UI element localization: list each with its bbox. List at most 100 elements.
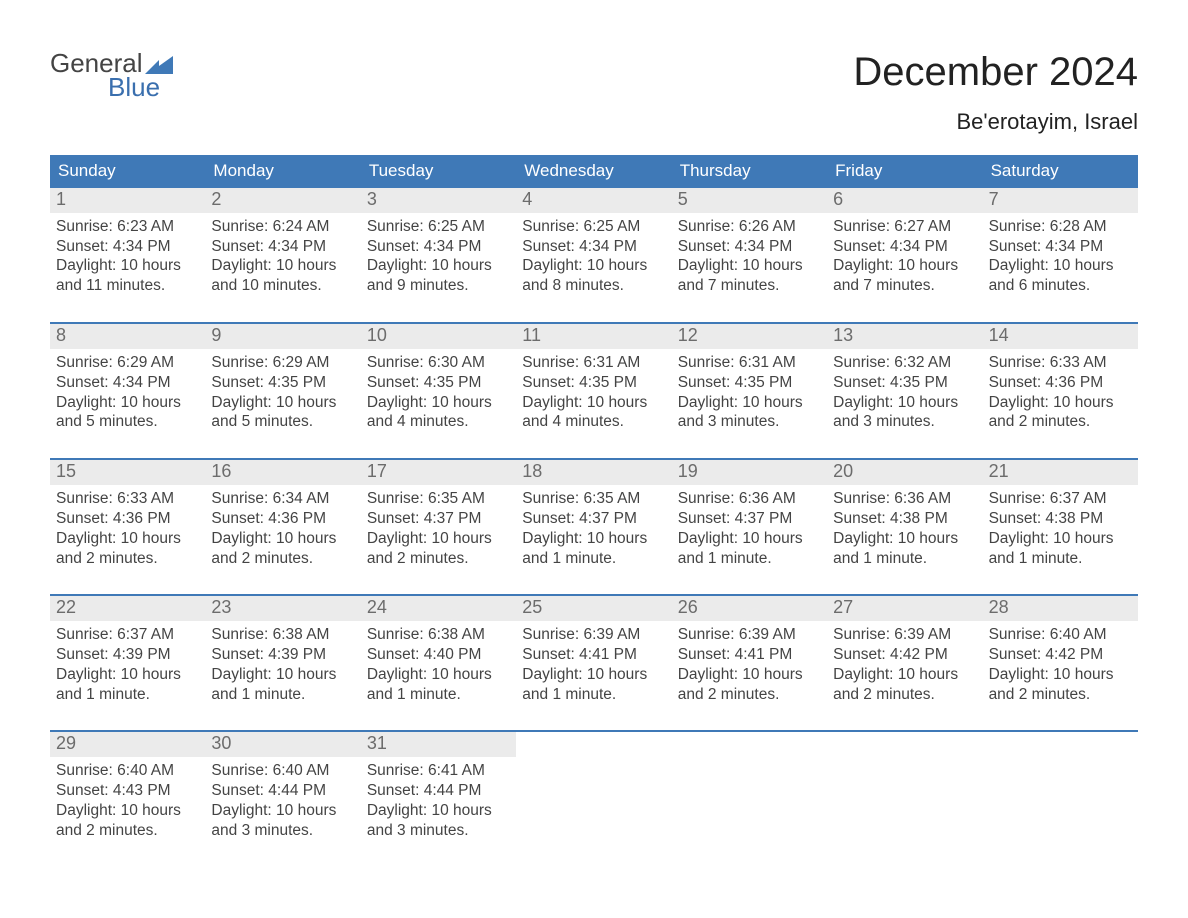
sunset-text: Sunset: 4:44 PM <box>211 781 354 801</box>
day-details: Sunrise: 6:35 AMSunset: 4:37 PMDaylight:… <box>516 485 671 574</box>
day-details: Sunrise: 6:23 AMSunset: 4:34 PMDaylight:… <box>50 213 205 302</box>
day-number: 12 <box>672 324 827 349</box>
day-cell: 13Sunrise: 6:32 AMSunset: 4:35 PMDayligh… <box>827 324 982 438</box>
day-details: Sunrise: 6:40 AMSunset: 4:42 PMDaylight:… <box>983 621 1138 710</box>
sunset-text: Sunset: 4:37 PM <box>367 509 510 529</box>
day-details: Sunrise: 6:39 AMSunset: 4:42 PMDaylight:… <box>827 621 982 710</box>
daylight-text: Daylight: 10 hours and 2 minutes. <box>989 665 1132 705</box>
sunrise-text: Sunrise: 6:31 AM <box>522 353 665 373</box>
day-number: 7 <box>983 188 1138 213</box>
day-number: 18 <box>516 460 671 485</box>
daylight-text: Daylight: 10 hours and 1 minute. <box>522 665 665 705</box>
sunrise-text: Sunrise: 6:29 AM <box>211 353 354 373</box>
day-cell: 16Sunrise: 6:34 AMSunset: 4:36 PMDayligh… <box>205 460 360 574</box>
daylight-text: Daylight: 10 hours and 1 minute. <box>56 665 199 705</box>
sunrise-text: Sunrise: 6:24 AM <box>211 217 354 237</box>
daylight-text: Daylight: 10 hours and 9 minutes. <box>367 256 510 296</box>
day-cell: 11Sunrise: 6:31 AMSunset: 4:35 PMDayligh… <box>516 324 671 438</box>
day-cell: 31Sunrise: 6:41 AMSunset: 4:44 PMDayligh… <box>361 732 516 846</box>
week-row: 22Sunrise: 6:37 AMSunset: 4:39 PMDayligh… <box>50 594 1138 710</box>
day-number: 13 <box>827 324 982 349</box>
sunset-text: Sunset: 4:39 PM <box>211 645 354 665</box>
day-number: 15 <box>50 460 205 485</box>
calendar: Sunday Monday Tuesday Wednesday Thursday… <box>50 155 1138 847</box>
sunset-text: Sunset: 4:36 PM <box>211 509 354 529</box>
daylight-text: Daylight: 10 hours and 3 minutes. <box>678 393 821 433</box>
day-number: 1 <box>50 188 205 213</box>
day-number: 29 <box>50 732 205 757</box>
sunset-text: Sunset: 4:34 PM <box>678 237 821 257</box>
day-cell: 19Sunrise: 6:36 AMSunset: 4:37 PMDayligh… <box>672 460 827 574</box>
day-cell: 17Sunrise: 6:35 AMSunset: 4:37 PMDayligh… <box>361 460 516 574</box>
day-cell: 18Sunrise: 6:35 AMSunset: 4:37 PMDayligh… <box>516 460 671 574</box>
day-number: 14 <box>983 324 1138 349</box>
sunrise-text: Sunrise: 6:23 AM <box>56 217 199 237</box>
day-number: 17 <box>361 460 516 485</box>
day-number: 3 <box>361 188 516 213</box>
sunrise-text: Sunrise: 6:30 AM <box>367 353 510 373</box>
day-number: 16 <box>205 460 360 485</box>
week-row: 8Sunrise: 6:29 AMSunset: 4:34 PMDaylight… <box>50 322 1138 438</box>
sunrise-text: Sunrise: 6:40 AM <box>989 625 1132 645</box>
day-cell: 10Sunrise: 6:30 AMSunset: 4:35 PMDayligh… <box>361 324 516 438</box>
daylight-text: Daylight: 10 hours and 8 minutes. <box>522 256 665 296</box>
day-cell: 25Sunrise: 6:39 AMSunset: 4:41 PMDayligh… <box>516 596 671 710</box>
daylight-text: Daylight: 10 hours and 1 minute. <box>833 529 976 569</box>
day-cell <box>516 732 671 846</box>
day-cell <box>672 732 827 846</box>
day-number: 31 <box>361 732 516 757</box>
sunrise-text: Sunrise: 6:33 AM <box>56 489 199 509</box>
day-details: Sunrise: 6:39 AMSunset: 4:41 PMDaylight:… <box>672 621 827 710</box>
sunrise-text: Sunrise: 6:25 AM <box>522 217 665 237</box>
day-number: 25 <box>516 596 671 621</box>
title-block: December 2024 Be'erotayim, Israel <box>853 50 1138 135</box>
day-details: Sunrise: 6:33 AMSunset: 4:36 PMDaylight:… <box>983 349 1138 438</box>
sunrise-text: Sunrise: 6:32 AM <box>833 353 976 373</box>
sunset-text: Sunset: 4:34 PM <box>211 237 354 257</box>
daylight-text: Daylight: 10 hours and 2 minutes. <box>211 529 354 569</box>
day-cell: 6Sunrise: 6:27 AMSunset: 4:34 PMDaylight… <box>827 188 982 302</box>
sunset-text: Sunset: 4:37 PM <box>678 509 821 529</box>
day-number: 8 <box>50 324 205 349</box>
sunset-text: Sunset: 4:34 PM <box>989 237 1132 257</box>
day-number: 22 <box>50 596 205 621</box>
daylight-text: Daylight: 10 hours and 2 minutes. <box>989 393 1132 433</box>
sunset-text: Sunset: 4:39 PM <box>56 645 199 665</box>
sunrise-text: Sunrise: 6:39 AM <box>678 625 821 645</box>
day-details: Sunrise: 6:39 AMSunset: 4:41 PMDaylight:… <box>516 621 671 710</box>
sunrise-text: Sunrise: 6:28 AM <box>989 217 1132 237</box>
sunset-text: Sunset: 4:34 PM <box>56 237 199 257</box>
header-bar: General Blue December 2024 Be'erotayim, … <box>50 50 1138 135</box>
day-details: Sunrise: 6:36 AMSunset: 4:37 PMDaylight:… <box>672 485 827 574</box>
day-details: Sunrise: 6:35 AMSunset: 4:37 PMDaylight:… <box>361 485 516 574</box>
day-number <box>983 732 1138 737</box>
day-details: Sunrise: 6:41 AMSunset: 4:44 PMDaylight:… <box>361 757 516 846</box>
sunset-text: Sunset: 4:38 PM <box>833 509 976 529</box>
sunset-text: Sunset: 4:42 PM <box>989 645 1132 665</box>
day-cell: 20Sunrise: 6:36 AMSunset: 4:38 PMDayligh… <box>827 460 982 574</box>
sunset-text: Sunset: 4:41 PM <box>522 645 665 665</box>
day-details: Sunrise: 6:29 AMSunset: 4:35 PMDaylight:… <box>205 349 360 438</box>
day-cell: 3Sunrise: 6:25 AMSunset: 4:34 PMDaylight… <box>361 188 516 302</box>
sunrise-text: Sunrise: 6:41 AM <box>367 761 510 781</box>
sunset-text: Sunset: 4:44 PM <box>367 781 510 801</box>
sunrise-text: Sunrise: 6:38 AM <box>367 625 510 645</box>
sunset-text: Sunset: 4:40 PM <box>367 645 510 665</box>
sunset-text: Sunset: 4:34 PM <box>833 237 976 257</box>
sunrise-text: Sunrise: 6:37 AM <box>989 489 1132 509</box>
daylight-text: Daylight: 10 hours and 1 minute. <box>678 529 821 569</box>
day-details: Sunrise: 6:27 AMSunset: 4:34 PMDaylight:… <box>827 213 982 302</box>
day-details: Sunrise: 6:37 AMSunset: 4:38 PMDaylight:… <box>983 485 1138 574</box>
day-number: 24 <box>361 596 516 621</box>
sunset-text: Sunset: 4:37 PM <box>522 509 665 529</box>
daylight-text: Daylight: 10 hours and 3 minutes. <box>367 801 510 841</box>
sunset-text: Sunset: 4:35 PM <box>833 373 976 393</box>
sunset-text: Sunset: 4:43 PM <box>56 781 199 801</box>
day-cell: 30Sunrise: 6:40 AMSunset: 4:44 PMDayligh… <box>205 732 360 846</box>
day-cell: 4Sunrise: 6:25 AMSunset: 4:34 PMDaylight… <box>516 188 671 302</box>
daylight-text: Daylight: 10 hours and 6 minutes. <box>989 256 1132 296</box>
day-cell <box>983 732 1138 846</box>
sunrise-text: Sunrise: 6:35 AM <box>522 489 665 509</box>
sunrise-text: Sunrise: 6:38 AM <box>211 625 354 645</box>
day-details: Sunrise: 6:40 AMSunset: 4:44 PMDaylight:… <box>205 757 360 846</box>
